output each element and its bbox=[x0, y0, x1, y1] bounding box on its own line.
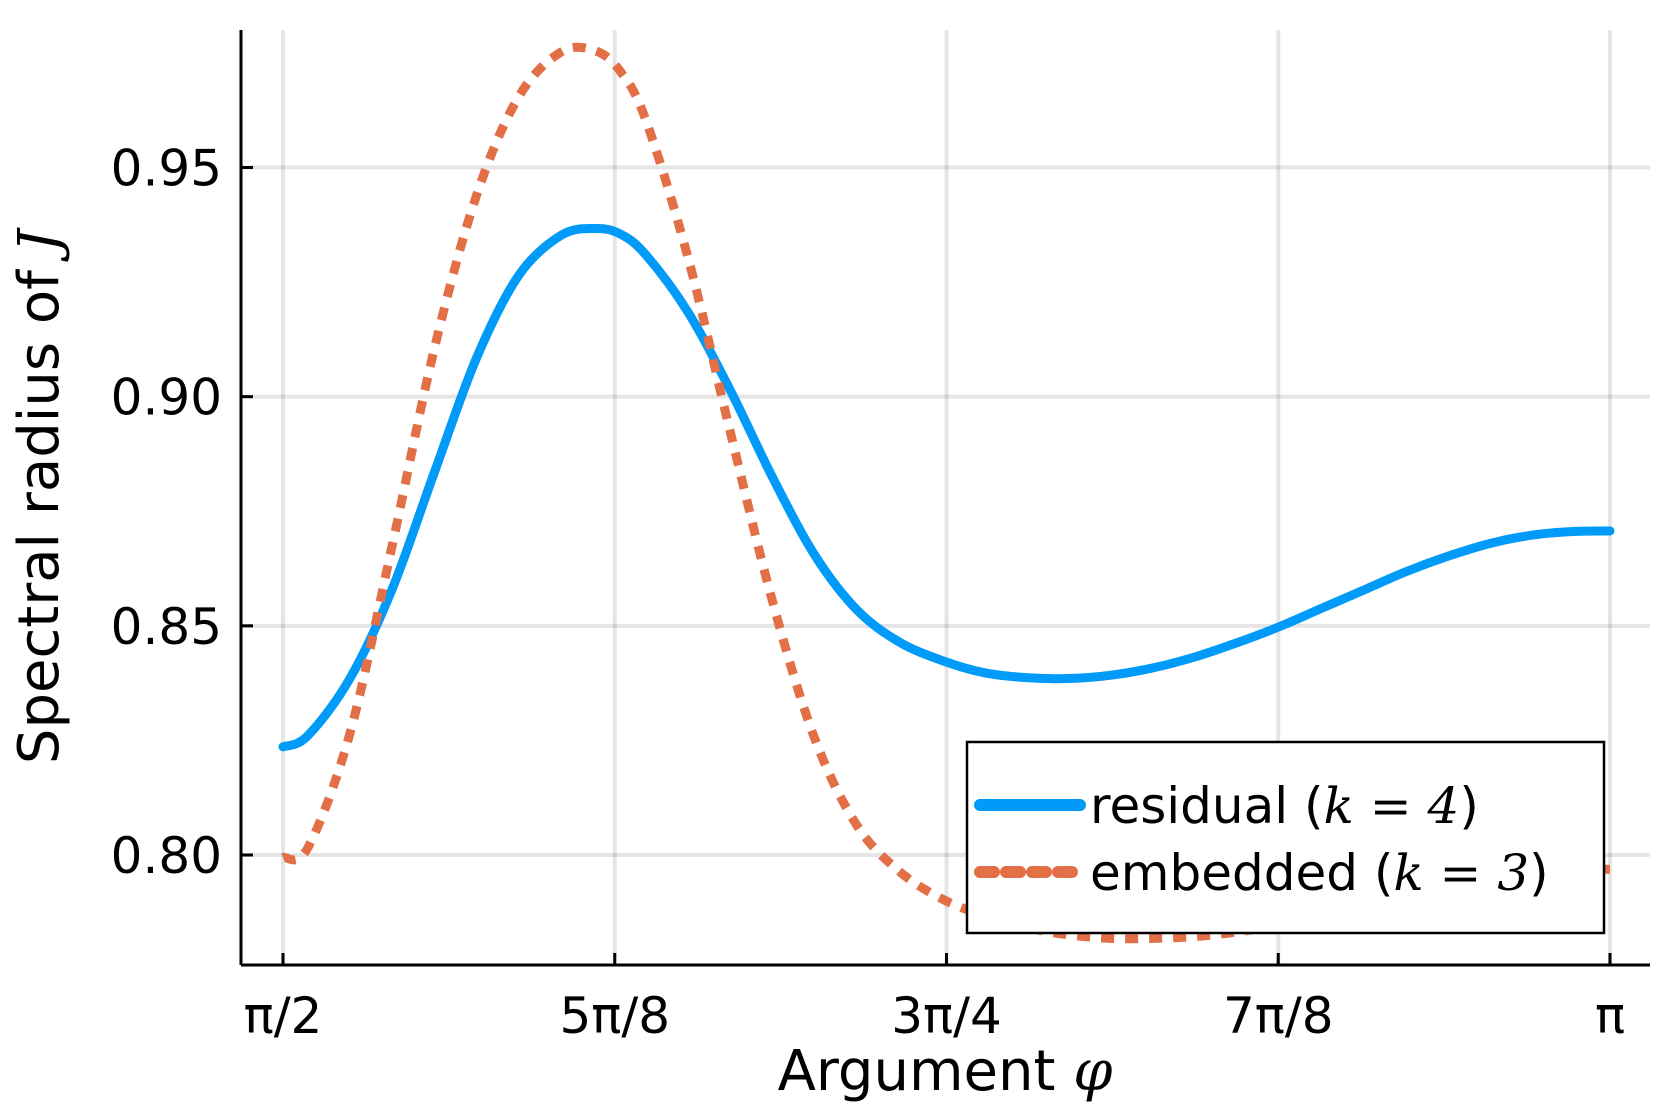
series-line-residual bbox=[278, 223, 1615, 752]
tick-labels: π/2 5π/8 3π/4 7π/8 π 0.80 0.85 0.90 0.95 bbox=[111, 140, 1625, 1046]
series-lines bbox=[278, 42, 1615, 944]
legend: residual (k = 4) embedded (k = 3) bbox=[965, 740, 1606, 935]
x-tick-label: π bbox=[1595, 987, 1625, 1045]
x-tick-label: 7π/8 bbox=[1223, 987, 1334, 1045]
x-tick-label: 5π/8 bbox=[559, 987, 670, 1045]
x-tick-label: 3π/4 bbox=[891, 987, 1002, 1045]
legend-box bbox=[965, 740, 1606, 935]
legend-label-embedded: embedded (k = 3) bbox=[1090, 844, 1549, 902]
legend-label-residual: residual (k = 4) bbox=[1090, 777, 1479, 835]
x-axis-title: Argument φ bbox=[778, 1039, 1113, 1104]
y-tick-label: 0.80 bbox=[111, 827, 222, 885]
series-line-embedded bbox=[281, 42, 1611, 944]
y-tick-label: 0.90 bbox=[111, 369, 222, 427]
x-tick-label: π/2 bbox=[244, 987, 323, 1045]
grid-lines bbox=[241, 30, 1650, 965]
y-axis-title: Spectral radius of J bbox=[7, 226, 72, 764]
y-tick-label: 0.95 bbox=[111, 140, 222, 198]
y-tick-label: 0.85 bbox=[111, 598, 222, 656]
